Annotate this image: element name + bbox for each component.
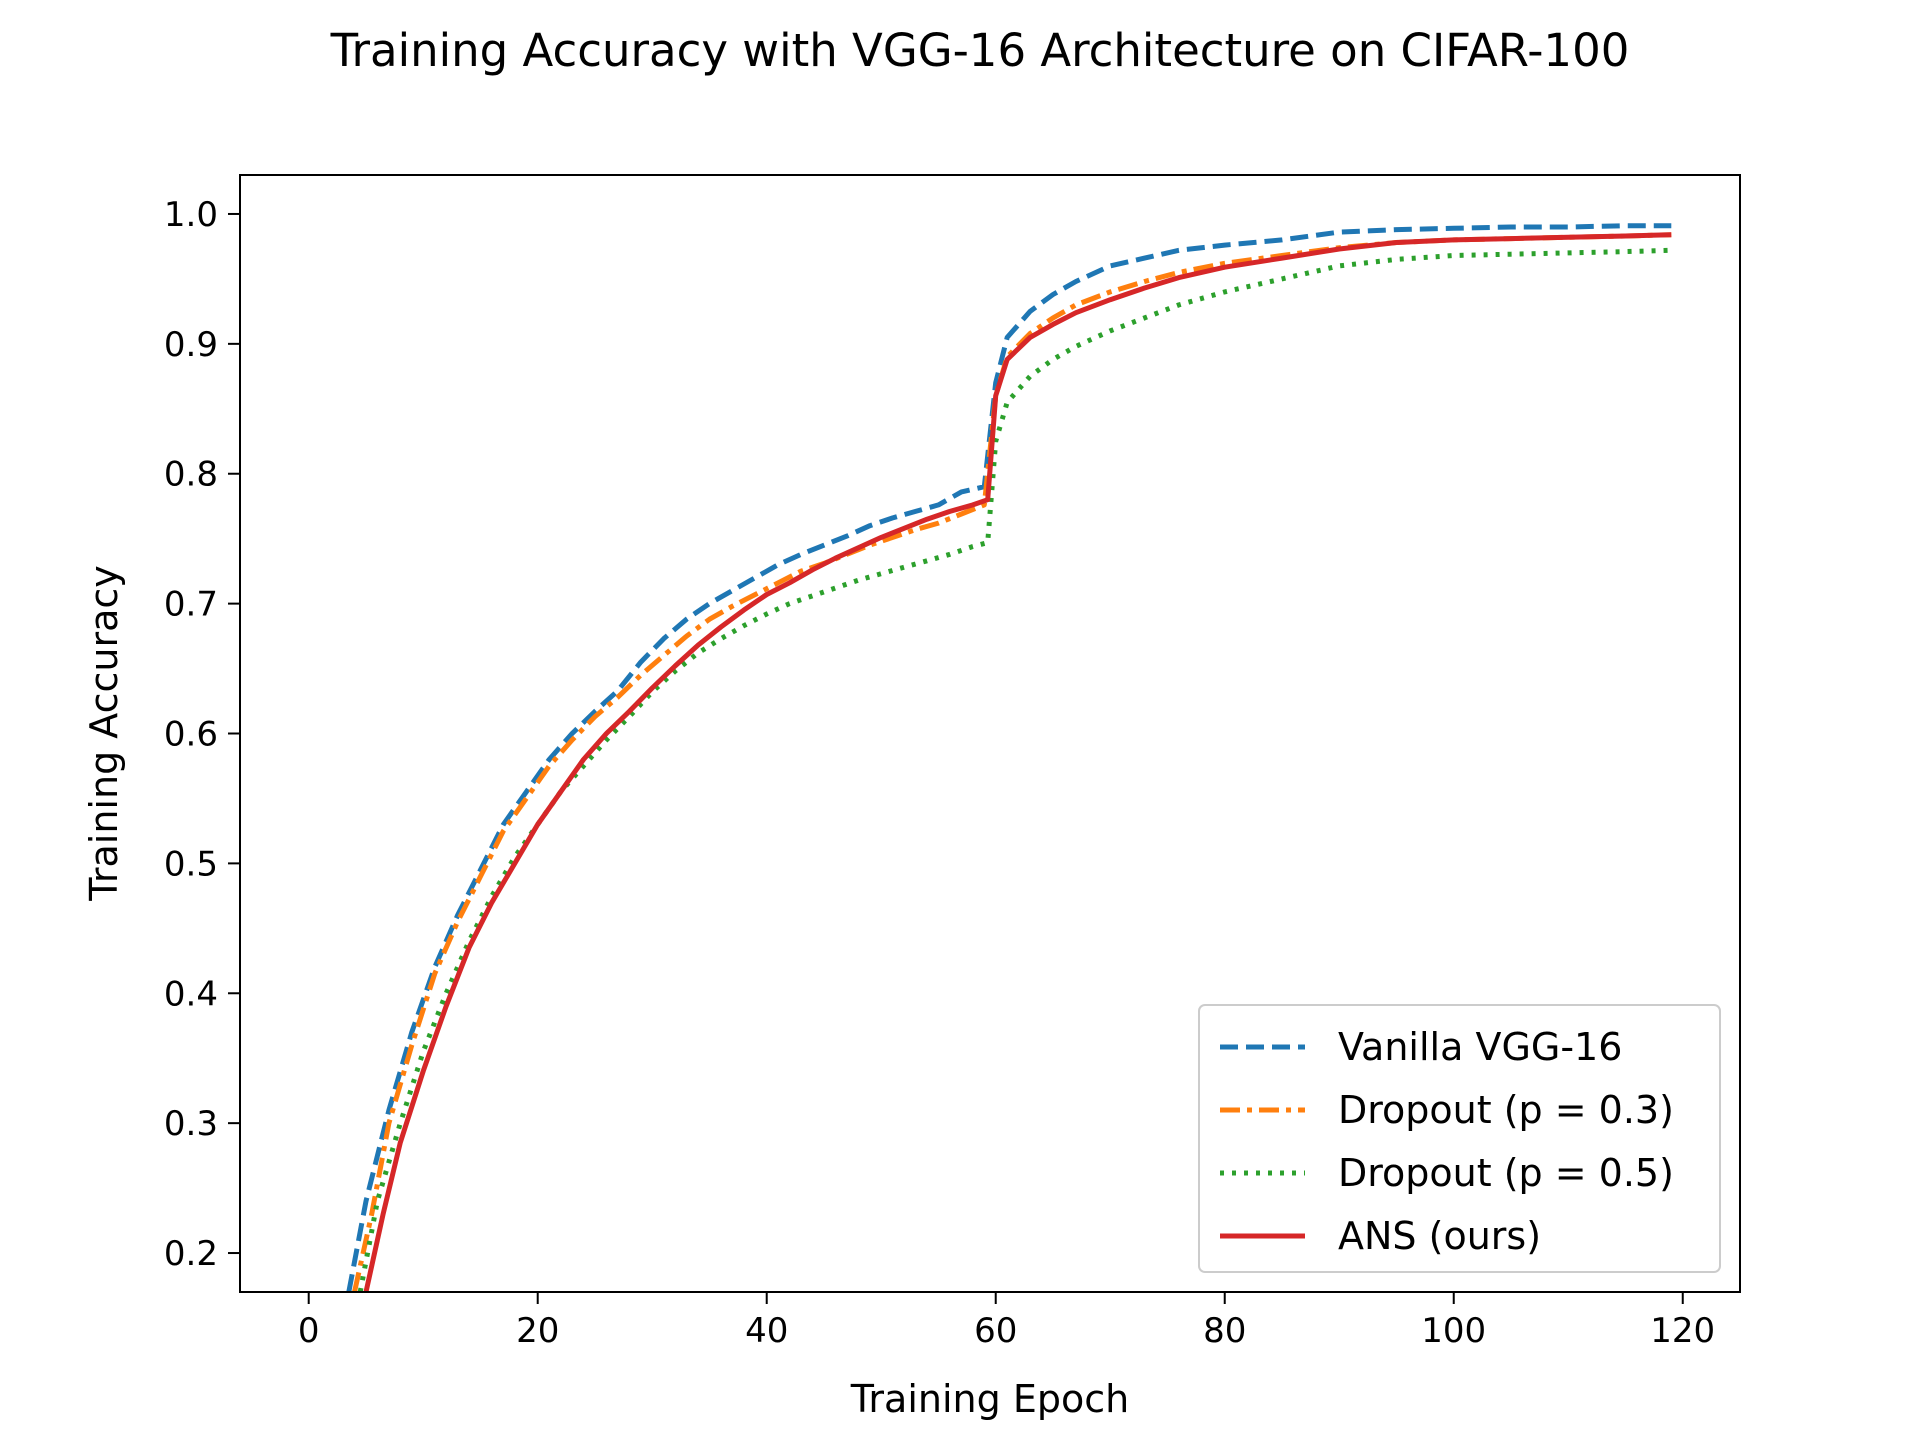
y-tick-label: 0.2	[164, 1234, 218, 1274]
y-tick-label: 0.9	[164, 325, 218, 365]
y-tick-label: 0.8	[164, 455, 218, 495]
x-tick-label: 40	[745, 1311, 788, 1351]
legend-label-2: Dropout (p = 0.5)	[1338, 1151, 1674, 1195]
y-axis-label: Training Accuracy	[82, 565, 126, 902]
x-tick-label: 0	[298, 1311, 320, 1351]
y-tick-label: 1.0	[164, 195, 218, 235]
legend: Vanilla VGG-16 Dropout (p = 0.3) Dropout (…	[1198, 1004, 1721, 1273]
x-tick-label: 20	[516, 1311, 559, 1351]
legend-label-3: ANS (ours)	[1338, 1214, 1541, 1258]
x-tick-label: 60	[974, 1311, 1017, 1351]
series-layer	[346, 223, 1672, 1292]
y-tick-label: 0.5	[164, 844, 218, 884]
x-tick-label: 100	[1421, 1311, 1486, 1351]
legend-label-1: Dropout (p = 0.3)	[1338, 1088, 1674, 1132]
x-axis: 0 20 40 60 80 100 120	[298, 1292, 1715, 1351]
x-axis-label: Training Epoch	[850, 1377, 1129, 1421]
legend-box	[1198, 1004, 1721, 1273]
series-line-3	[363, 232, 1672, 1292]
y-tick-label: 0.3	[164, 1104, 218, 1144]
series-line-0	[346, 223, 1672, 1292]
y-tick-label: 0.4	[164, 974, 218, 1014]
x-tick-label: 120	[1650, 1311, 1715, 1351]
y-tick-label: 0.7	[164, 585, 218, 625]
legend-label-0: Vanilla VGG-16	[1338, 1025, 1622, 1069]
y-tick-label: 0.6	[164, 715, 218, 755]
x-tick-label: 80	[1203, 1311, 1246, 1351]
chart-title: Training Accuracy with VGG-16 Architectu…	[330, 24, 1630, 77]
y-axis: 0.2 0.3 0.4 0.5 0.6 0.7 0.8 0.9 1.0	[164, 195, 240, 1274]
